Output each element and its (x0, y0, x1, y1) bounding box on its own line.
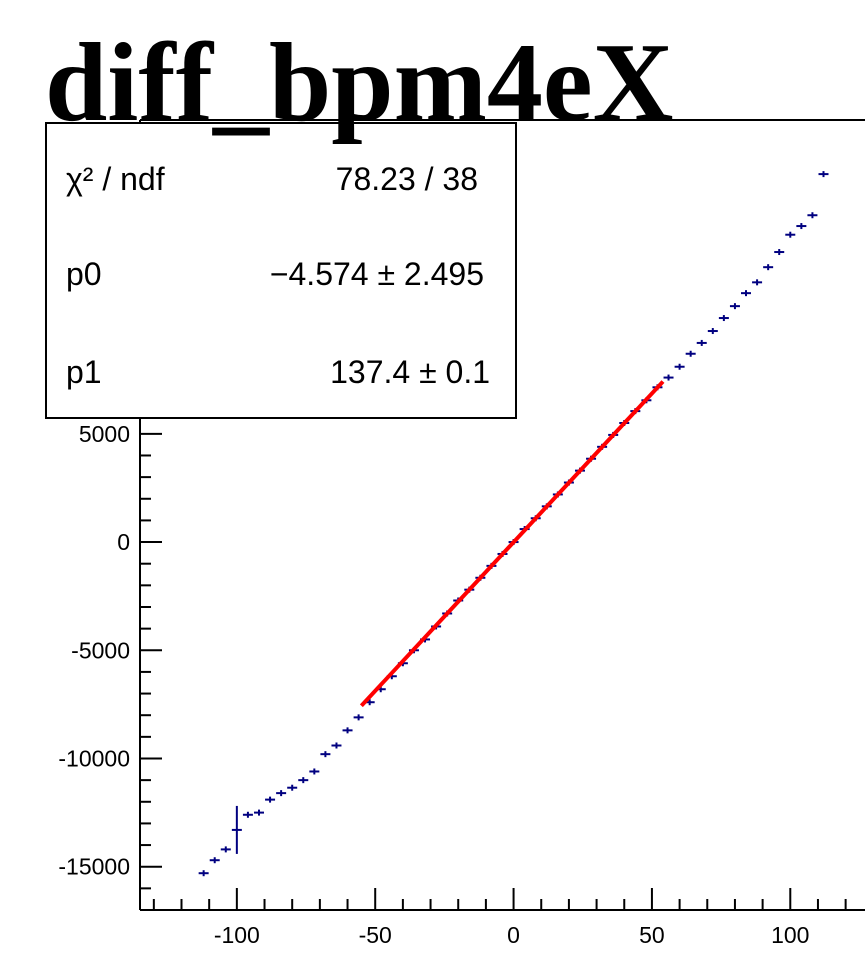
data-point (331, 742, 342, 749)
data-point (287, 784, 298, 791)
data-point (320, 751, 331, 758)
x-tick-label: -100 (214, 922, 260, 948)
data-point (785, 231, 796, 238)
stats-label-p0: p0 (66, 256, 102, 292)
data-point (763, 264, 774, 271)
data-point (298, 777, 309, 784)
y-tick-label: -10000 (58, 745, 130, 771)
stats-label-p1: p1 (66, 354, 102, 390)
y-tick-label: 0 (117, 529, 130, 555)
x-tick-label: 100 (771, 922, 809, 948)
data-point (276, 790, 287, 797)
stats-box: χ² / ndf 78.23 / 38 p0 −4.574 ± 2.495 p1… (45, 122, 517, 419)
data-point (220, 846, 231, 853)
data-point (209, 857, 220, 864)
data-point (741, 290, 752, 297)
data-point (818, 171, 829, 178)
data-point (752, 279, 763, 286)
data-point (729, 303, 740, 310)
data-point (342, 727, 353, 734)
data-point (353, 714, 364, 721)
data-point (696, 339, 707, 346)
data-point (674, 363, 685, 370)
data-point (774, 249, 785, 256)
y-axis: -15000 -10000 -5000 0 5000 (58, 421, 162, 911)
data-point (231, 805, 242, 854)
fit-line-group (359, 380, 665, 708)
stats-value-p1: 137.4 ± 0.1 (330, 354, 490, 390)
y-tick-label: 5000 (79, 421, 130, 447)
data-point (707, 328, 718, 335)
data-point (265, 796, 276, 803)
x-tick-label: -50 (359, 922, 392, 948)
stats-label-chi2: χ² / ndf (66, 161, 165, 197)
stats-box-frame (45, 122, 517, 419)
stats-value-p0: −4.574 ± 2.495 (270, 256, 484, 292)
chart-title: diff_bpm4eX (45, 21, 673, 145)
stats-value-chi2: 78.23 / 38 (336, 161, 478, 197)
x-tick-label: 0 (507, 922, 520, 948)
fit-line (359, 380, 665, 708)
data-point (718, 315, 729, 322)
data-point (253, 809, 264, 816)
data-point (242, 811, 253, 818)
data-point (198, 870, 209, 877)
y-tick-label: -15000 (58, 854, 130, 880)
y-tick-label: -5000 (71, 637, 130, 663)
x-axis: -100 -50 0 50 100 (152, 888, 847, 948)
data-point (663, 374, 674, 381)
x-tick-label: 50 (639, 922, 665, 948)
data-point (807, 212, 818, 219)
data-point (309, 768, 320, 775)
data-point (685, 350, 696, 357)
data-point (796, 223, 807, 230)
